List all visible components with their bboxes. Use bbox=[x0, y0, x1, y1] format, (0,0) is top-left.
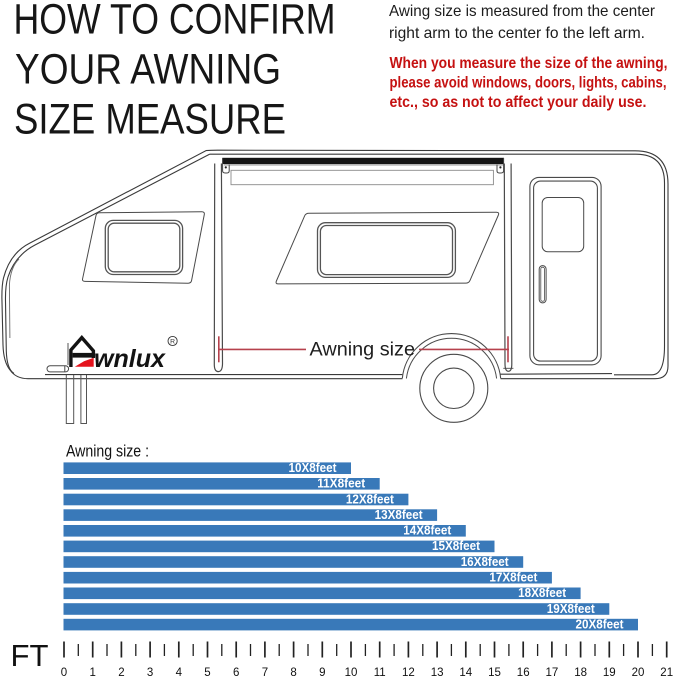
svg-text:11X8feet: 11X8feet bbox=[317, 477, 366, 491]
svg-text:14: 14 bbox=[459, 667, 472, 677]
svg-text:17: 17 bbox=[546, 667, 559, 677]
svg-text:YOUR AWNING: YOUR AWNING bbox=[15, 46, 281, 93]
svg-text:18X8feet: 18X8feet bbox=[518, 586, 567, 600]
svg-text:Awing size is measured from th: Awing size is measured from the center bbox=[389, 3, 655, 20]
svg-text:right arm to the center fo the: right arm to the center fo the left arm. bbox=[389, 25, 645, 42]
svg-text:0: 0 bbox=[61, 667, 67, 677]
svg-text:2: 2 bbox=[118, 667, 124, 677]
svg-text:16: 16 bbox=[517, 667, 530, 677]
svg-text:6: 6 bbox=[233, 667, 239, 677]
svg-text:12X8feet: 12X8feet bbox=[346, 492, 395, 506]
svg-text:5: 5 bbox=[204, 667, 210, 677]
svg-text:8: 8 bbox=[290, 667, 296, 677]
svg-text:FT: FT bbox=[11, 638, 49, 673]
svg-text:19X8feet: 19X8feet bbox=[547, 602, 596, 616]
svg-text:10X8feet: 10X8feet bbox=[289, 461, 338, 475]
svg-text:HOW TO CONFIRM: HOW TO CONFIRM bbox=[14, 0, 336, 43]
svg-text:Awning size: Awning size bbox=[310, 339, 416, 361]
svg-text:R: R bbox=[170, 339, 175, 346]
svg-text:SIZE MEASURE: SIZE MEASURE bbox=[14, 96, 286, 143]
svg-text:18: 18 bbox=[574, 667, 587, 677]
svg-text:20: 20 bbox=[632, 667, 645, 677]
svg-text:12: 12 bbox=[402, 667, 415, 677]
svg-text:3: 3 bbox=[147, 667, 153, 677]
svg-text:11: 11 bbox=[374, 667, 386, 677]
svg-text:17X8feet: 17X8feet bbox=[489, 571, 538, 585]
svg-text:19: 19 bbox=[603, 667, 616, 677]
svg-text:4: 4 bbox=[176, 667, 183, 677]
svg-text:16X8feet: 16X8feet bbox=[461, 555, 510, 569]
svg-text:etc., so as not to affect your: etc., so as not to affect your daily use… bbox=[390, 94, 647, 111]
svg-text:13X8feet: 13X8feet bbox=[375, 508, 424, 522]
svg-text:1: 1 bbox=[89, 667, 95, 677]
svg-text:13: 13 bbox=[431, 667, 444, 677]
svg-text:please avoid windows, doors, l: please avoid windows, doors, lights, cab… bbox=[390, 75, 667, 92]
svg-text:21: 21 bbox=[660, 667, 673, 677]
svg-text:wnlux: wnlux bbox=[94, 345, 166, 373]
svg-text:9: 9 bbox=[319, 667, 325, 677]
svg-text:When you measure the size of t: When you measure the size of the awning, bbox=[390, 55, 668, 72]
svg-text:15X8feet: 15X8feet bbox=[432, 539, 481, 553]
svg-text:7: 7 bbox=[262, 667, 268, 677]
svg-text:15: 15 bbox=[488, 667, 501, 677]
svg-text:Awning size :: Awning size : bbox=[66, 442, 149, 461]
svg-text:10: 10 bbox=[345, 667, 358, 677]
svg-text:14X8feet: 14X8feet bbox=[403, 524, 452, 538]
svg-text:20X8feet: 20X8feet bbox=[576, 617, 625, 631]
